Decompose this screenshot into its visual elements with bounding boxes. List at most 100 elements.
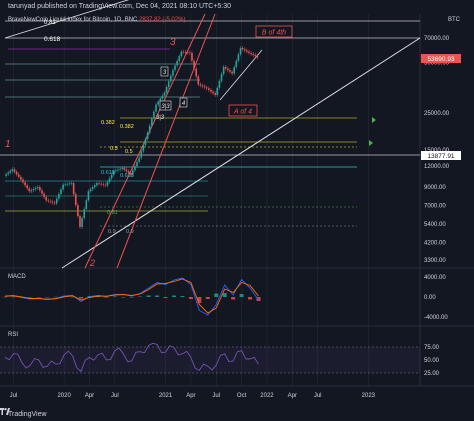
price-candle — [197, 76, 200, 85]
price-candle — [208, 88, 210, 91]
wave-a-label: A of 4 — [233, 109, 252, 116]
time-axis[interactable]: Jul 2020 Apr Jul 2021 Apr Jul Oct 2022 Apr Jul 2023 — [10, 393, 376, 399]
wave-a-box[interactable] — [228, 104, 258, 117]
price-candle — [5, 174, 7, 176]
price-candle — [7, 172, 9, 175]
price-candle — [41, 190, 43, 194]
macd-histogram-bar — [45, 297, 50, 298]
wave-annotations: B of 4th A of 4 3 2 1 3 4 3|3 3|3 — [5, 25, 293, 268]
price-candle — [110, 174, 113, 179]
rsi-axis-tick-label: 75.00 — [424, 345, 440, 351]
footer-branding[interactable]: TradingView — [0, 408, 474, 421]
macd-histogram-bar — [95, 296, 100, 297]
macd-axis-tick-label: -4000.00 — [424, 315, 448, 321]
macd-histogram-bar — [121, 297, 126, 298]
fib-label-9-a: 0.9 — [108, 229, 116, 235]
time-axis-tick-label: Apr — [288, 393, 297, 399]
long-trendline[interactable] — [61, 37, 421, 269]
rsi-pane — [4, 342, 259, 373]
price-candle — [123, 168, 126, 170]
price-candle — [163, 92, 166, 96]
price-candle — [199, 84, 202, 86]
sub-wave-33-second: 3|3 — [156, 115, 165, 121]
sub-wave-3-label: 3 — [163, 70, 167, 76]
macd-histogram-bar — [155, 295, 160, 297]
time-axis-tick-label: Apr — [186, 393, 195, 399]
price-candle — [106, 181, 109, 186]
channel-line-right[interactable] — [116, 13, 216, 269]
price-candle — [81, 218, 83, 227]
upper-trendline[interactable] — [4, 0, 160, 39]
price-axis-tick-label: 15000.00 — [424, 148, 450, 154]
sub-wave-4-label: 4 — [182, 101, 186, 107]
symbol-title[interactable]: BraveNewCoin Liquid Index for Bitcoin, 1… — [8, 17, 138, 23]
horizontal-line-badge — [421, 151, 461, 160]
time-axis-tick-label: Jul — [314, 393, 322, 399]
macd-histogram-bar — [138, 296, 143, 297]
price-candle — [104, 184, 107, 186]
price-candle — [237, 54, 240, 61]
sub-wave-4-box[interactable] — [179, 97, 188, 108]
green-arrow-icon-2[interactable] — [369, 140, 373, 146]
price-candle — [47, 200, 50, 202]
price-candle — [121, 168, 124, 169]
price-candle — [144, 138, 147, 146]
wave-b-box[interactable] — [255, 25, 293, 38]
wave-b-trendline[interactable] — [219, 49, 263, 101]
wave-b-label: B of 4th — [262, 30, 286, 37]
price-candle — [243, 49, 246, 51]
time-axis-tick-label: Jul — [111, 393, 119, 399]
price-candle — [195, 68, 197, 77]
price-axis-tick-label: 9000.00 — [424, 185, 446, 191]
macd-histogram-bar — [129, 297, 134, 298]
price-candle — [256, 56, 259, 58]
price-candle — [151, 118, 153, 126]
price-candle — [229, 70, 231, 72]
price-candle — [248, 51, 250, 53]
price-candle — [165, 87, 168, 93]
price-candle — [159, 98, 162, 102]
macd-histogram-bar — [172, 295, 176, 297]
sub-wave-3-box[interactable] — [160, 66, 169, 77]
price-candle — [184, 51, 187, 53]
macd-axis[interactable]: 4000.00 0.00 -4000.00 — [424, 275, 448, 321]
wave-3-label[interactable]: 3 — [170, 37, 176, 48]
price-candle — [72, 183, 75, 195]
sub-wave-33-label: 3|3 — [161, 104, 170, 110]
price-candle — [176, 60, 178, 66]
price-candle — [157, 101, 159, 105]
price-candle — [246, 50, 248, 52]
time-axis-tick-label: Jul — [212, 393, 220, 399]
fib-label-5-b: 0.5 — [125, 149, 133, 155]
macd-histogram-bar — [79, 297, 84, 299]
sub-wave-33-box[interactable] — [159, 100, 172, 111]
macd-histogram-bar — [53, 296, 58, 298]
price-candle — [93, 185, 96, 188]
price-candle — [85, 200, 88, 210]
fib-label-81-top: 0.81 — [44, 20, 56, 26]
arrow-markers — [369, 117, 376, 146]
wave-2-label[interactable]: 2 — [89, 258, 95, 268]
macd-histogram-bar — [11, 296, 16, 298]
green-arrow-icon-1[interactable] — [372, 117, 376, 123]
price-candle — [74, 194, 77, 206]
price-candle — [15, 171, 18, 175]
fib-label-618-top: 0.618 — [44, 36, 61, 43]
price-candle — [26, 185, 28, 189]
rsi-axis[interactable]: 75.00 50.00 25.00 — [424, 345, 440, 377]
price-axis-tick-label: 25000.00 — [424, 111, 450, 117]
price-candle — [153, 111, 155, 119]
time-axis-tick-label: 2023 — [362, 393, 376, 399]
price-axis[interactable]: 70000.00 50000.00 25000.00 15000.00 12000.00… — [424, 36, 450, 264]
price-candle — [115, 170, 117, 172]
macd-axis-tick-label: 4000.00 — [424, 275, 446, 281]
macd-histogram-bar — [112, 296, 117, 297]
fib-label-81-a: 0.81 — [107, 210, 118, 216]
price-candle — [108, 178, 111, 182]
price-candle — [58, 193, 60, 199]
fib-label-5-a: 0.5 — [110, 146, 118, 152]
price-candle — [68, 183, 71, 185]
macd-histogram-bar — [146, 295, 151, 297]
wave-1-label[interactable]: 1 — [5, 139, 11, 150]
